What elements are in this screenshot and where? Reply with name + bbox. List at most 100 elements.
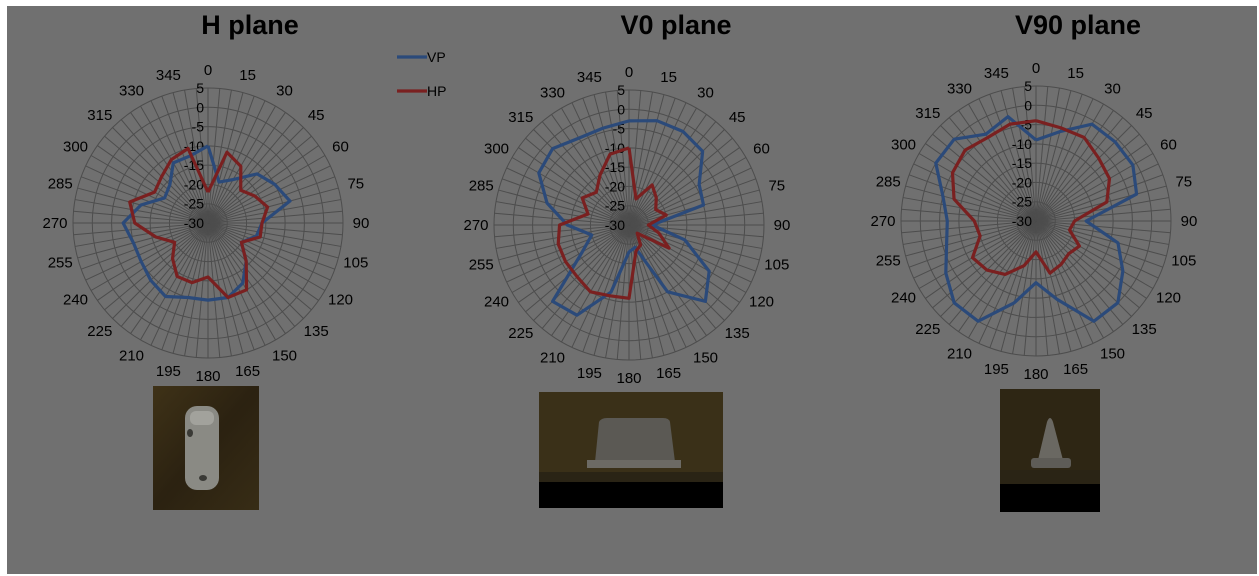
- grid-spoke: [541, 121, 630, 226]
- grid-spoke: [130, 222, 209, 334]
- angle-label: 45: [308, 107, 325, 124]
- radial-tick-label: 0: [1024, 97, 1032, 113]
- angle-label: 255: [48, 255, 73, 272]
- angle-label: 240: [891, 290, 916, 307]
- grid-spoke: [207, 222, 343, 236]
- grid-spoke: [968, 220, 1037, 339]
- grid-spoke: [1035, 220, 1140, 309]
- grid-spoke: [628, 224, 707, 336]
- angle-label: 120: [1156, 290, 1181, 307]
- grid-spoke: [628, 201, 763, 226]
- grid-spoke: [932, 133, 1037, 222]
- grid-spoke: [1000, 90, 1037, 222]
- grid-spoke: [628, 90, 642, 226]
- figure-stage: H plane 5 0 -5 -10 -15 -20 -25 -30 0 15 30 45 60 75 90 1…: [7, 6, 1257, 574]
- angle-label: 0: [1032, 60, 1040, 77]
- grid-spoke: [1035, 220, 1171, 234]
- angle-label: 45: [1136, 105, 1153, 122]
- grid-spoke: [551, 114, 630, 226]
- legend-vp-label: VP: [427, 49, 446, 65]
- angle-label: 285: [876, 173, 901, 190]
- angle-label: 120: [749, 294, 774, 311]
- radial-tick-label: -30: [605, 217, 625, 233]
- grid-spoke: [1035, 93, 1083, 222]
- grid-spoke: [74, 222, 209, 247]
- grid-spoke: [925, 220, 1037, 299]
- angle-label: 90: [1181, 213, 1198, 230]
- angle-label: 345: [984, 65, 1009, 82]
- grid-spoke: [207, 176, 336, 224]
- angle-label: 15: [1067, 65, 1084, 82]
- grid-spoke: [511, 157, 630, 226]
- grid-spoke: [925, 143, 1037, 222]
- angle-label: 180: [616, 370, 641, 387]
- angle-label: 255: [876, 253, 901, 270]
- grid-spoke: [207, 210, 343, 224]
- grid-spoke: [605, 91, 630, 226]
- grid-spoke: [97, 222, 209, 301]
- grid-spoke: [1035, 220, 1167, 257]
- angle-label: 270: [42, 215, 67, 232]
- grid-spoke: [518, 147, 630, 226]
- grid-spoke: [571, 102, 630, 226]
- grid-spoke: [80, 176, 209, 224]
- grid-spoke: [104, 222, 209, 311]
- grid-spoke: [207, 222, 221, 358]
- grid-spoke: [989, 220, 1037, 349]
- angle-label: 285: [469, 177, 494, 194]
- grid-spoke: [913, 163, 1037, 222]
- grid-spoke: [130, 112, 209, 224]
- grid-spoke: [1035, 98, 1094, 222]
- series-line-hp: [128, 146, 270, 300]
- grid-spoke: [207, 222, 312, 311]
- radial-tick-label: -15: [605, 159, 625, 175]
- angle-label: 105: [1171, 253, 1196, 270]
- angle-label: 150: [693, 350, 718, 367]
- grid-spoke: [628, 224, 752, 283]
- angle-label: 270: [463, 217, 488, 234]
- grid-spoke: [90, 155, 209, 224]
- angle-label: 135: [304, 323, 329, 340]
- grid-spoke: [1035, 220, 1060, 355]
- grid-spoke: [902, 220, 1037, 245]
- grid-spoke: [525, 137, 630, 226]
- angle-label: 165: [1063, 361, 1088, 378]
- grid-spoke: [908, 220, 1037, 268]
- radial-tick-label: -15: [1012, 155, 1032, 171]
- angle-label: 255: [469, 257, 494, 274]
- radial-tick-label: -5: [192, 119, 205, 135]
- grid-spoke: [1035, 220, 1159, 279]
- grid-spoke: [901, 220, 1037, 234]
- grid-spoke: [551, 224, 630, 336]
- grid-spoke: [593, 94, 630, 226]
- angle-label: 195: [156, 363, 181, 380]
- radial-tick-label: -25: [605, 198, 625, 214]
- angle-label: 30: [697, 85, 714, 102]
- angle-label: 240: [63, 292, 88, 309]
- angle-label: 60: [332, 139, 349, 156]
- grid-spoke: [207, 222, 296, 327]
- series-line-hp: [556, 146, 671, 300]
- angle-label: 90: [353, 215, 370, 232]
- grid-spoke: [918, 220, 1037, 289]
- grid-spoke: [112, 127, 209, 224]
- grid-spoke: [628, 178, 757, 226]
- grid-spoke: [908, 174, 1037, 222]
- radial-tick-label: -20: [184, 176, 204, 192]
- grid-spoke: [207, 135, 312, 224]
- angle-label: 210: [540, 350, 565, 367]
- grid-spoke: [989, 93, 1037, 222]
- angle-label: 165: [656, 365, 681, 382]
- angle-label: 165: [235, 363, 260, 380]
- grid-spoke: [978, 220, 1037, 344]
- grid-spoke: [1035, 220, 1164, 268]
- grid-spoke: [1035, 174, 1164, 222]
- radial-tick-label: -25: [1012, 194, 1032, 210]
- grid-spoke: [120, 222, 209, 327]
- grid-spoke: [1012, 87, 1037, 222]
- angle-label: 330: [947, 81, 972, 98]
- angle-label: 60: [1160, 137, 1177, 154]
- grid-spoke: [207, 222, 255, 351]
